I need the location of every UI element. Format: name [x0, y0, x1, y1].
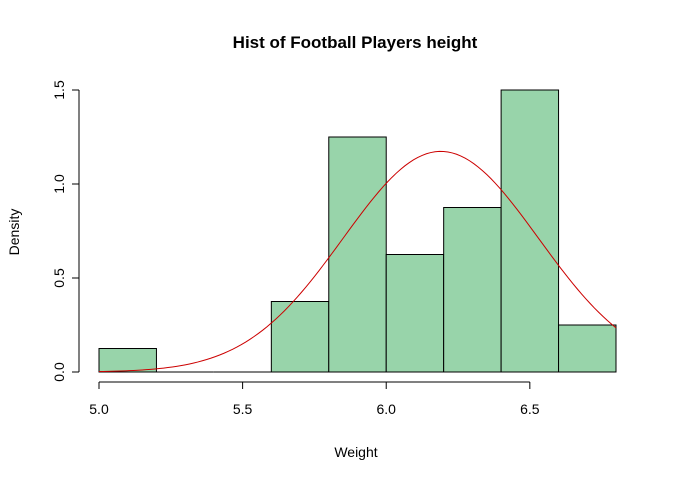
histogram-bar-8: [558, 324, 617, 373]
histogram-bar-6: [443, 207, 502, 373]
density-curve-group: [98, 150, 617, 373]
y-tick-label-0: 0.0: [51, 362, 67, 382]
y-tick-label-3: 1.5: [51, 80, 67, 100]
histogram-bar-0: [98, 348, 157, 373]
histogram-bar-5: [385, 254, 445, 373]
y-axis: 0.0 0.5 1.0 1.5: [51, 80, 80, 382]
x-tick-label-1: 5.5: [233, 401, 253, 417]
x-tick-label-3: 6.5: [520, 401, 540, 417]
chart-title: Hist of Football Players height: [233, 33, 478, 52]
x-tick-label-2: 6.0: [376, 401, 396, 417]
density-curve: [98, 150, 617, 373]
x-axis-label: Weight: [334, 444, 377, 460]
y-axis-label: Density: [6, 209, 22, 256]
x-tick-label-0: 5.0: [89, 401, 109, 417]
bars-group: [98, 89, 617, 373]
histogram-bar-4: [328, 136, 387, 373]
histogram-bar-3: [270, 301, 330, 373]
y-tick-label-1: 0.5: [51, 268, 67, 288]
x-axis: 5.0 5.5 6.0 6.5: [89, 381, 540, 417]
histogram-bar-7: [500, 89, 560, 373]
y-tick-label-2: 1.0: [51, 174, 67, 194]
